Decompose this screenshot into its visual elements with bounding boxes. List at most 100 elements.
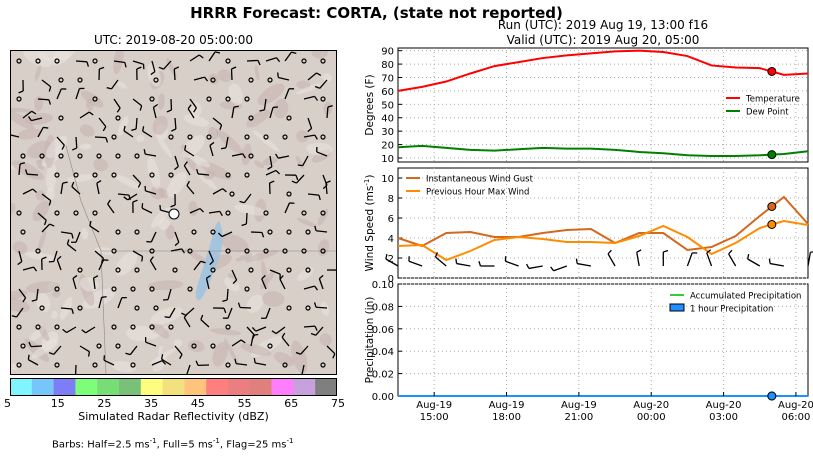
legend-label: Temperature [745, 95, 800, 105]
terrain-shade [183, 114, 209, 127]
calm-wind-marker [267, 229, 273, 235]
calm-wind-marker [320, 362, 326, 368]
wind-barb [504, 256, 519, 267]
calm-wind-marker [244, 286, 250, 292]
terrain-shade [257, 83, 285, 106]
y-tick-label: 6 [388, 214, 394, 225]
map-wind-barb [125, 345, 138, 356]
map-wind-barb [303, 134, 318, 140]
calm-wind-marker [210, 77, 216, 83]
map-wind-barb [212, 188, 227, 195]
calm-wind-marker [286, 191, 292, 197]
colorbar-swatch [53, 378, 76, 396]
terrain-shade [158, 345, 163, 356]
terrain-shade [112, 173, 142, 190]
colorbar-tick: 75 [331, 397, 345, 410]
wind-barb [455, 258, 471, 267]
map-wind-barb [307, 117, 313, 133]
terrain-shade [150, 207, 171, 229]
map-wind-barb [186, 364, 191, 374]
map-wind-barb [279, 275, 286, 290]
map-wind-barb [253, 357, 267, 366]
calm-wind-marker [111, 134, 117, 140]
barbs-note-half: Barbs: Half=2.5 ms [52, 439, 150, 451]
calm-wind-marker [225, 58, 231, 64]
map-wind-barb [71, 181, 81, 195]
terrain-shade [254, 160, 265, 169]
current-time-marker [767, 66, 777, 76]
wind-barb [728, 249, 737, 267]
y-tick-label: 0.08 [372, 302, 394, 313]
calm-wind-marker [111, 248, 117, 254]
map-wind-barb [132, 60, 145, 70]
terrain-shade [311, 51, 329, 59]
terrain-shade [244, 250, 279, 263]
calm-wind-marker [149, 324, 155, 330]
terrain-shade [223, 338, 239, 365]
map-wind-barb [212, 117, 223, 130]
chart-panel-1: 10 20 30 40 50 60 70 80 90 Degrees (F) Temperature… [364, 47, 809, 165]
calm-wind-marker [263, 210, 269, 216]
calm-wind-marker [168, 134, 174, 140]
map-wind-barb [41, 193, 52, 206]
map-wind-barb [307, 193, 321, 201]
calm-wind-marker [130, 324, 136, 330]
map-wind-barb [303, 285, 319, 291]
map-wind-barb [187, 104, 195, 119]
plot-area [397, 167, 809, 279]
map-wind-barb [41, 256, 47, 271]
calm-wind-marker [187, 248, 193, 254]
map-wind-barb [94, 136, 109, 143]
terrain-shade [296, 130, 309, 143]
lake-shape [195, 221, 223, 301]
map-wind-barb [170, 193, 176, 208]
map-wind-barb [144, 337, 157, 347]
map-wind-barb [237, 302, 252, 309]
colorbar-tick: 55 [237, 397, 252, 410]
terrain-shade [136, 135, 145, 142]
map-wind-barb [132, 250, 144, 262]
terrain-shade [188, 154, 211, 168]
calm-wind-marker [248, 267, 254, 273]
terrain-shade [36, 159, 44, 171]
calm-wind-marker [267, 77, 273, 83]
terrain-shade [254, 64, 260, 81]
map-wind-barb [56, 136, 65, 150]
map-wind-barb [303, 325, 318, 331]
calm-wind-marker [286, 267, 292, 273]
y-tick-label: 40 [381, 114, 394, 125]
terrain-shade [79, 124, 95, 137]
terrain-shade [212, 341, 228, 367]
map-wind-barb [132, 174, 142, 188]
x-tick-time: 18:00 [492, 412, 521, 423]
terrain-shade [246, 109, 271, 128]
map-wind-barb [318, 274, 324, 290]
map-wind-barb [313, 302, 328, 309]
terrain-shade [273, 98, 289, 119]
calm-wind-marker [54, 286, 60, 292]
map-wind-barb [117, 297, 127, 309]
calm-wind-marker [134, 229, 140, 235]
colorbar-swatch [228, 378, 251, 396]
map-wind-barb [41, 223, 55, 233]
terrain-shade [52, 290, 61, 298]
terrain-shade [23, 51, 52, 68]
map-wind-barb [316, 146, 328, 157]
y-axis-label: Degrees (F) [364, 74, 376, 135]
calm-wind-marker [92, 210, 98, 216]
map-wind-barb [295, 345, 309, 355]
map-wind-barb [31, 288, 39, 302]
map-wind-barb [158, 60, 172, 70]
calm-wind-marker [111, 286, 117, 292]
run-line: Run (UTC): 2019 Aug 19, 13:00 f16 [497, 18, 709, 32]
calm-wind-marker [77, 153, 83, 159]
terrain-shade [12, 241, 28, 255]
map-wind-barb [136, 66, 142, 81]
terrain-shade [38, 51, 71, 62]
colorbar-swatch [119, 378, 142, 396]
map-wind-barb [303, 95, 319, 101]
map-wind-barb [106, 79, 119, 90]
terrain-shade [319, 333, 332, 346]
legend: Accumulated Precipitation 1 hour Precipit… [669, 292, 801, 315]
valid-line: Valid (UTC): 2019 Aug 20, 05:00 [506, 33, 700, 47]
